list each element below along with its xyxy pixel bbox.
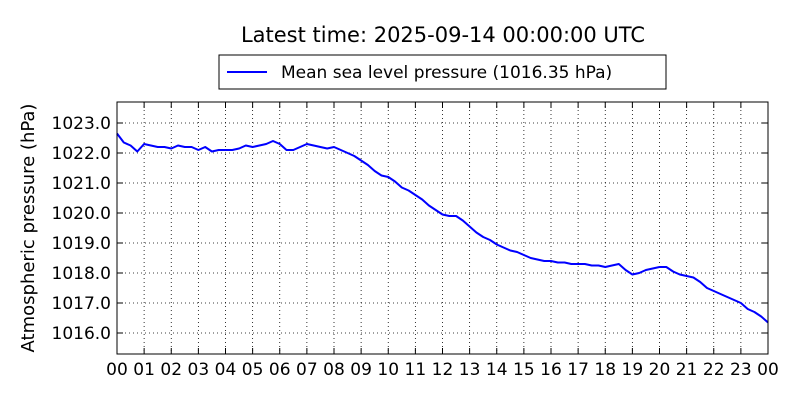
x-tick-label: 12 bbox=[432, 360, 454, 380]
y-tick-label: 1021.0 bbox=[52, 174, 111, 194]
x-tick-labels: 00 01 02 03 04 05 06 07 08 09 10 11 12 13 14 15 16 17 18 19… bbox=[106, 360, 779, 380]
y-tick-labels: 1016.0 1017.0 1018.0 1019.0 1020.0 1021.0 1022… bbox=[52, 114, 111, 344]
x-tick-label: 18 bbox=[594, 360, 616, 380]
series-layer bbox=[116, 132, 769, 324]
y-tick-label: 1017.0 bbox=[52, 294, 111, 314]
plot-area bbox=[116, 101, 769, 355]
y-tick-label: 1019.0 bbox=[52, 234, 111, 254]
x-tick-label: 06 bbox=[269, 360, 291, 380]
legend: Mean sea level pressure (1016.35 hPa) bbox=[218, 54, 667, 90]
x-tick-label: 11 bbox=[405, 360, 427, 380]
x-tick-label: 00 bbox=[757, 360, 779, 380]
grid bbox=[117, 102, 768, 354]
x-tick-label: 14 bbox=[486, 360, 508, 380]
y-tick-label: 1023.0 bbox=[52, 114, 111, 134]
x-tick-label: 08 bbox=[323, 360, 345, 380]
y-tick-label: 1020.0 bbox=[52, 204, 111, 224]
x-tick-label: 20 bbox=[649, 360, 671, 380]
x-tick-label: 07 bbox=[296, 360, 318, 380]
x-tick-label: 16 bbox=[540, 360, 562, 380]
x-tick-label: 03 bbox=[188, 360, 210, 380]
ticks bbox=[116, 102, 769, 354]
legend-box bbox=[218, 54, 667, 90]
x-tick-label: 05 bbox=[242, 360, 264, 380]
x-tick-label: 13 bbox=[459, 360, 481, 380]
x-tick-label: 02 bbox=[160, 360, 182, 380]
x-tick-label: 23 bbox=[730, 360, 752, 380]
chart-title: Latest time: 2025-09-14 00:00:00 UTC bbox=[241, 23, 645, 47]
y-tick-label: 1022.0 bbox=[52, 144, 111, 164]
x-tick-label: 17 bbox=[567, 360, 589, 380]
y-axis-label: Atmospheric pressure (hPa) bbox=[18, 104, 39, 353]
series-line-mean-sea-level-pressure bbox=[116, 132, 769, 324]
x-tick-label: 00 bbox=[106, 360, 128, 380]
y-tick-label: 1018.0 bbox=[52, 264, 111, 284]
legend-label: Mean sea level pressure (1016.35 hPa) bbox=[281, 63, 612, 83]
x-tick-label: 19 bbox=[622, 360, 644, 380]
x-tick-label: 21 bbox=[676, 360, 698, 380]
y-tick-label: 1016.0 bbox=[52, 324, 111, 344]
x-tick-label: 09 bbox=[350, 360, 372, 380]
x-tick-label: 10 bbox=[377, 360, 399, 380]
x-tick-label: 15 bbox=[513, 360, 535, 380]
x-tick-label: 04 bbox=[215, 360, 237, 380]
x-tick-label: 01 bbox=[133, 360, 155, 380]
x-tick-label: 22 bbox=[703, 360, 725, 380]
